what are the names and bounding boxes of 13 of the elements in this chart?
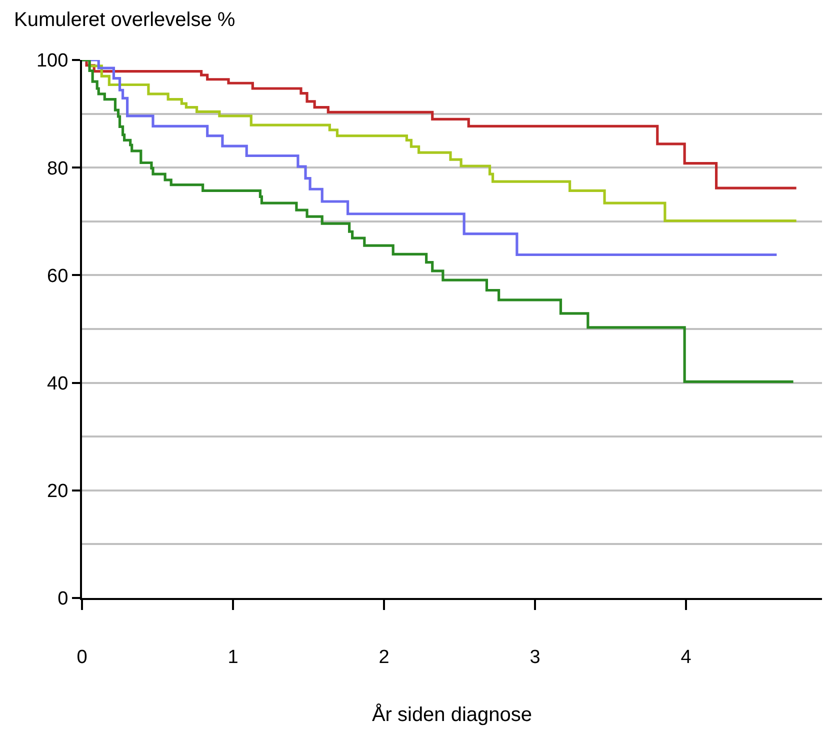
- x-tick-label: 3: [530, 646, 540, 668]
- x-tick-label: 1: [228, 646, 238, 668]
- y-tick-label: 80: [47, 158, 68, 180]
- y-tick-label: 40: [47, 373, 68, 394]
- y-tick-label: 0: [58, 588, 68, 610]
- x-axis-title: År siden diagnose: [372, 702, 532, 726]
- y-tick-label: 20: [47, 481, 68, 502]
- x-tick-label: 0: [76, 646, 88, 668]
- y-tick-label: 100: [36, 50, 68, 72]
- y-axis-title: Kumuleret overlevelse %: [14, 9, 236, 31]
- x-tick-label: 2: [378, 646, 390, 668]
- y-tick-label: 60: [47, 266, 68, 287]
- x-tick-label: 4: [680, 646, 692, 668]
